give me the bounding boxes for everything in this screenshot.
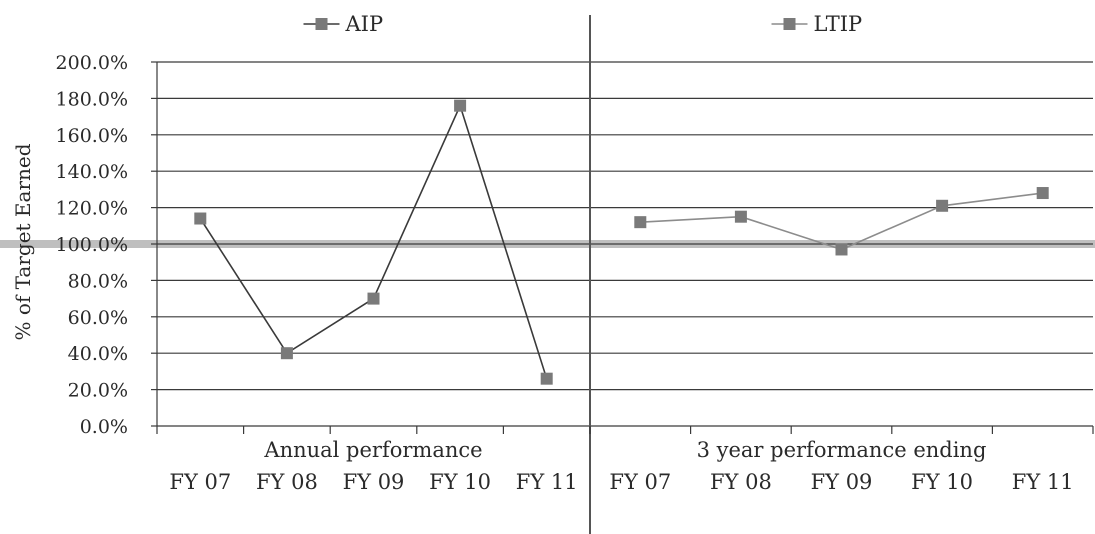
axes (151, 15, 1094, 534)
data-point-aip (194, 212, 207, 225)
x-category-label: FY 09 (811, 470, 873, 494)
y-tick-label: 180.0% (56, 88, 128, 110)
y-tick-label: 80.0% (68, 270, 128, 292)
x-category-label: FY 09 (343, 470, 405, 494)
y-tick-label: 140.0% (56, 161, 128, 183)
y-tick-label: 100.0% (56, 234, 128, 256)
x-category-label: FY 07 (609, 470, 671, 494)
group-label: Annual performance (263, 438, 482, 462)
x-category-label: FY 10 (429, 470, 491, 494)
x-category-label: FY 10 (911, 470, 973, 494)
y-tick-label: 0.0% (80, 416, 128, 438)
x-category-label: FY 08 (256, 470, 318, 494)
legend-label-ltip: LTIP (814, 12, 863, 36)
gridlines (0, 61, 1095, 391)
data-point-ltip (936, 199, 949, 212)
legend-marker-ltip (783, 18, 796, 30)
x-category-label: FY 07 (169, 470, 231, 494)
y-axis-label: % of Target Earned (11, 143, 35, 340)
y-tick-label: 40.0% (68, 343, 128, 365)
axis-labels: % of Target Earned 0.0% 20.0% 40.0% 60.0% 80… (11, 52, 1074, 494)
data-point-ltip (835, 243, 848, 256)
x-category-label: FY 11 (1012, 470, 1074, 494)
data-point-aip (454, 99, 467, 112)
data-point-aip (367, 292, 380, 305)
data-point-aip (540, 372, 553, 385)
data-point-ltip (734, 210, 747, 223)
data-point-ltip (634, 216, 647, 229)
group-label: 3 year performance ending (697, 438, 987, 462)
series (194, 99, 1049, 385)
legends: AIP LTIP (303, 12, 863, 36)
data-point-aip (280, 347, 293, 360)
y-tick-label: 120.0% (56, 198, 128, 220)
x-category-label: FY 11 (516, 470, 578, 494)
legend-label-aip: AIP (345, 12, 384, 36)
x-category-label: FY 08 (710, 470, 772, 494)
y-tick-label: 200.0% (56, 52, 128, 74)
data-point-ltip (1036, 187, 1049, 200)
y-tick-label: 160.0% (56, 125, 128, 147)
y-tick-label: 20.0% (68, 380, 128, 402)
y-tick-label: 60.0% (68, 307, 128, 329)
legend-marker-aip (315, 18, 328, 30)
